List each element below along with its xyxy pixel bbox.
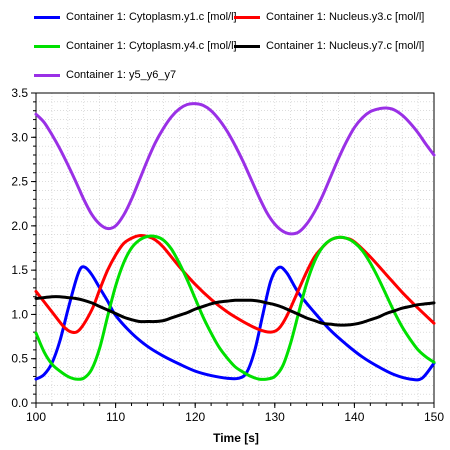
y-tick-label: 3.5 — [11, 86, 28, 100]
legend-item-y5-y6-y7[interactable]: Container 1: y5_y6_y7 — [34, 67, 176, 83]
y-tick-label: 2.0 — [11, 219, 28, 233]
x-axis-label: Time [s] — [213, 431, 259, 445]
axes — [31, 92, 435, 408]
legend-item-nucleus-y7[interactable]: Container 1: Nucleus.y7.c [mol/l] — [234, 38, 424, 54]
x-tick-label: 150 — [424, 410, 444, 424]
legend-item-nucleus-y3[interactable]: Container 1: Nucleus.y3.c [mol/l] — [234, 9, 424, 25]
legend-item-cytoplasm-y1[interactable]: Container 1: Cytoplasm.y1.c [mol/l] — [34, 9, 237, 25]
x-tick-label: 140 — [344, 410, 364, 424]
tick-labels: 100 110 120 130 140 150 0.0 0.5 1.0 1.5 2.0 2.5 3.0 3… — [11, 86, 444, 424]
x-tick-label: 100 — [26, 410, 46, 424]
y-tick-label: 0.0 — [11, 396, 28, 410]
legend: Container 1: Cytoplasm.y1.c [mol/l] Cont… — [0, 0, 450, 92]
legend-label-y5-y6-y7: Container 1: y5_y6_y7 — [66, 69, 177, 81]
plot-frame — [35, 92, 435, 404]
legend-swatch-nucleus-y3 — [234, 15, 260, 19]
y-tick-label: 1.5 — [11, 263, 28, 277]
legend-label-cytoplasm-y1: Container 1: Cytoplasm.y1.c [mol/l] — [66, 11, 237, 23]
series-line-y5-y6-y7 — [34, 102, 436, 236]
x-tick-label: 130 — [265, 410, 285, 424]
x-tick-label: 110 — [106, 410, 125, 424]
legend-label-nucleus-y3: Container 1: Nucleus.y3.c [mol/l] — [266, 11, 425, 23]
legend-label-nucleus-y7: Container 1: Nucleus.y7.c [mol/l] — [266, 40, 425, 52]
x-tick-label: 120 — [185, 410, 205, 424]
series-line-cytoplasm-y4 — [34, 234, 436, 381]
y-tick-label: 0.5 — [11, 352, 28, 366]
y-tick-label: 3.0 — [11, 130, 28, 144]
legend-swatch-cytoplasm-y1 — [34, 15, 60, 19]
series-line-nucleus-y7 — [34, 295, 436, 327]
legend-swatch-y5-y6-y7 — [34, 73, 60, 77]
series-lines — [34, 102, 436, 382]
y-tick-label: 1.0 — [11, 307, 28, 321]
legend-swatch-nucleus-y7 — [234, 44, 260, 48]
legend-swatch-cytoplasm-y4 — [34, 44, 60, 48]
y-tick-label: 2.5 — [11, 175, 28, 189]
series-line-cytoplasm-y1 — [34, 265, 436, 382]
legend-label-cytoplasm-y4: Container 1: Cytoplasm.y4.c [mol/l] — [66, 40, 237, 52]
legend-item-cytoplasm-y4[interactable]: Container 1: Cytoplasm.y4.c [mol/l] — [34, 38, 237, 54]
